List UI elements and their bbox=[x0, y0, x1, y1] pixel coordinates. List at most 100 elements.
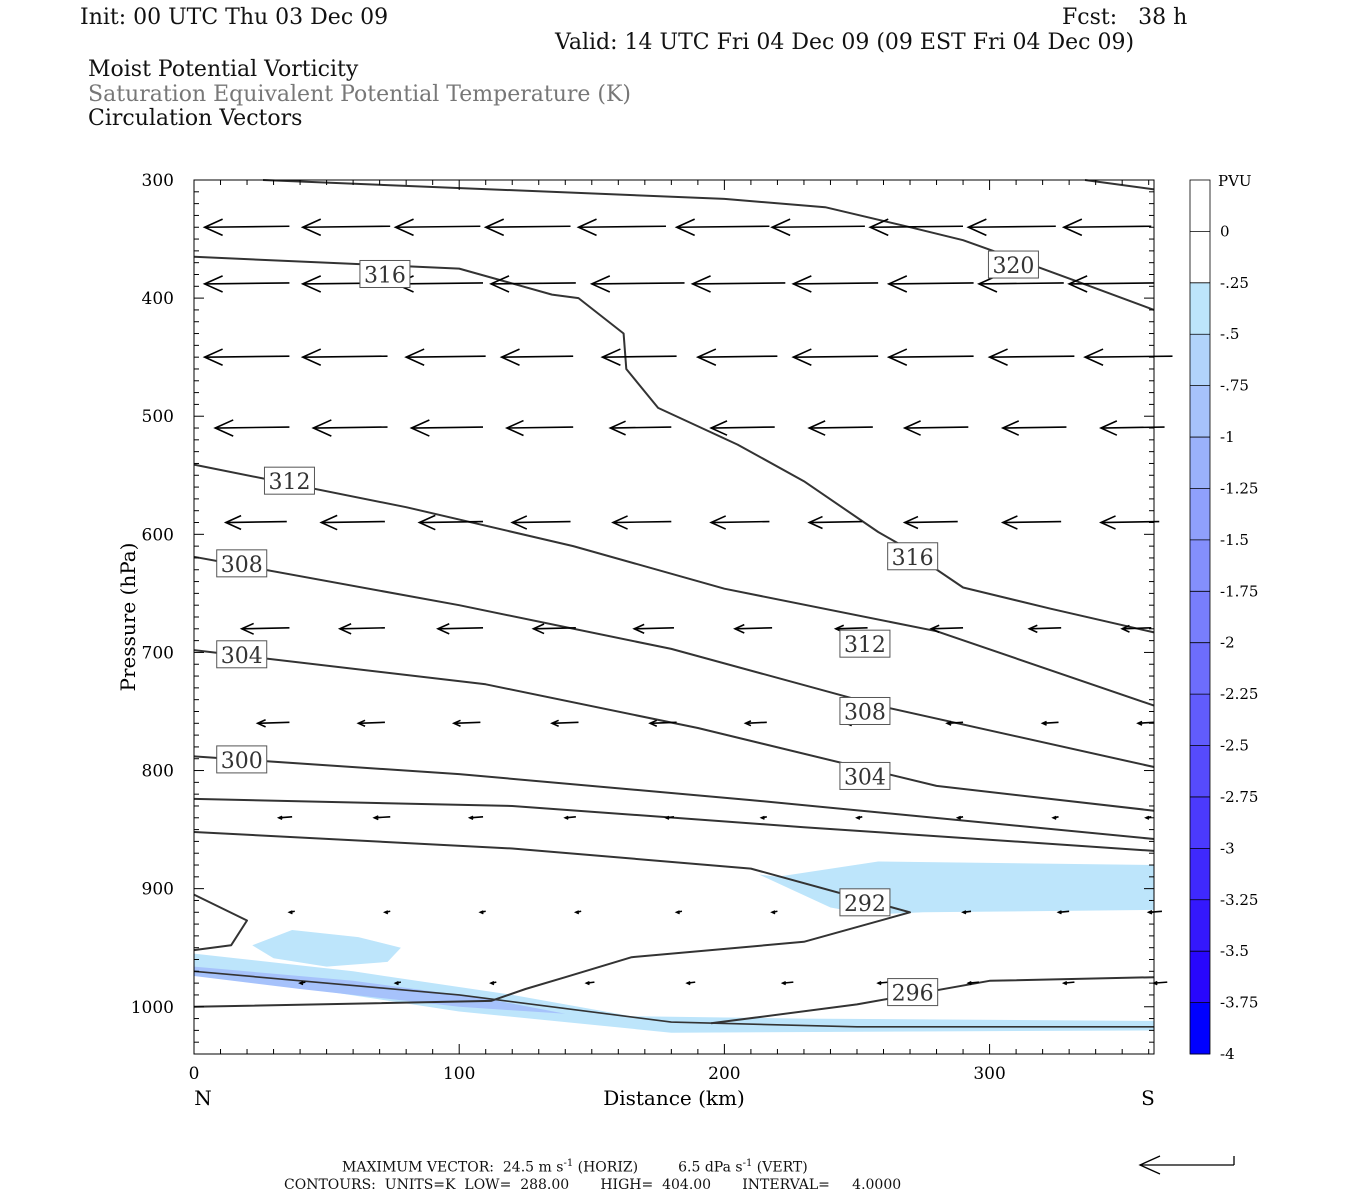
colorbar-label-9: -2.25 bbox=[1220, 685, 1258, 703]
vector-8-0 bbox=[287, 910, 295, 915]
vector-9-0 bbox=[298, 981, 306, 986]
vector-9-3 bbox=[584, 981, 595, 986]
vector-8-7 bbox=[961, 910, 972, 915]
contour-info-line: CONTOURS: UNITS=K LOW= 288.00 HIGH= 404.… bbox=[284, 1177, 902, 1193]
contour-304 bbox=[193, 649, 1155, 812]
vector-4-0 bbox=[223, 514, 287, 531]
max-vector-vert-unit: (VERT) bbox=[756, 1159, 808, 1176]
vector-3-5 bbox=[709, 420, 775, 436]
pv-region-3 bbox=[194, 966, 566, 1014]
vector-4-8 bbox=[1000, 515, 1062, 530]
vector-7-6 bbox=[855, 815, 863, 820]
contour-ground bbox=[193, 970, 1154, 1028]
colorbar-segment-7 bbox=[1190, 539, 1210, 592]
contour-label-4: 308 bbox=[216, 549, 268, 578]
contour-308 bbox=[193, 555, 1155, 768]
pv-shading-layer bbox=[194, 861, 1154, 1033]
colorbar-frame bbox=[1189, 179, 1211, 1055]
vector-0-4 bbox=[576, 218, 666, 237]
vector-8-3 bbox=[573, 910, 582, 915]
vector-7-8 bbox=[1051, 815, 1059, 820]
field-title-pv: Moist Potential Vorticity bbox=[88, 57, 359, 82]
vector-0-8 bbox=[966, 218, 1056, 237]
vector-6-2 bbox=[451, 719, 481, 728]
reference-vector-icon bbox=[1138, 1155, 1235, 1175]
colorbar-label-5: -1.25 bbox=[1220, 479, 1258, 497]
vector-6-9 bbox=[1136, 720, 1155, 726]
vector-9-6 bbox=[876, 981, 889, 986]
plot-frame bbox=[193, 179, 1155, 1055]
vector-6-3 bbox=[550, 719, 579, 728]
svg-text:312: 312 bbox=[268, 470, 310, 495]
vector-8-5 bbox=[770, 910, 778, 915]
colorbar-segment-3 bbox=[1190, 334, 1210, 387]
vector-2-8 bbox=[987, 348, 1075, 366]
contour-label-6: 304 bbox=[216, 640, 268, 669]
init-time: Init: 00 UTC Thu 03 Dec 09 bbox=[80, 5, 389, 30]
contour-label-9: 304 bbox=[839, 761, 891, 790]
colorbar-segment-13 bbox=[1190, 848, 1210, 901]
contour-label-0: 316 bbox=[359, 259, 411, 288]
contour-316 bbox=[193, 255, 1155, 634]
contour-label-10: 292 bbox=[839, 888, 891, 917]
vector-0-9 bbox=[1061, 218, 1152, 237]
colorbar-units: PVU bbox=[1218, 172, 1252, 190]
vector-2-1 bbox=[300, 348, 388, 366]
vector-3-8 bbox=[1000, 420, 1067, 436]
colorbar-segment-15 bbox=[1190, 951, 1210, 1004]
vector-5-1 bbox=[337, 623, 385, 635]
x-tick-label-0: 0 bbox=[189, 1064, 200, 1084]
vector-0-1 bbox=[300, 218, 391, 237]
svg-text:300: 300 bbox=[221, 749, 263, 774]
colorbar-label-6: -1.5 bbox=[1220, 531, 1249, 549]
svg-text:304: 304 bbox=[844, 765, 886, 790]
vector-8-2 bbox=[478, 910, 486, 915]
vector-9-8 bbox=[1061, 981, 1075, 986]
contour-label-1: 320 bbox=[987, 250, 1039, 279]
contour-292 bbox=[193, 831, 911, 1008]
contour-300 bbox=[193, 755, 1155, 840]
north-end-label: N bbox=[194, 1086, 212, 1110]
vector-7-2 bbox=[467, 815, 484, 821]
svg-text:312: 312 bbox=[844, 633, 886, 658]
vector-5-5 bbox=[733, 623, 773, 634]
x-axis-label: Distance (km) bbox=[603, 1086, 745, 1110]
vector-2-2 bbox=[404, 348, 486, 366]
svg-text:320: 320 bbox=[992, 254, 1034, 279]
colorbar-label-10: -2.5 bbox=[1220, 737, 1249, 755]
vector-3-9 bbox=[1099, 420, 1165, 436]
vector-6-0 bbox=[255, 718, 290, 728]
y-tick-label-300: 300 bbox=[142, 171, 174, 191]
colorbar-segment-1 bbox=[1190, 231, 1210, 284]
contour-label-2: 312 bbox=[263, 466, 315, 495]
y-tick-label-900: 900 bbox=[142, 880, 174, 900]
svg-text:296: 296 bbox=[892, 982, 934, 1007]
vector-9-5 bbox=[780, 981, 794, 986]
contour-label-8: 300 bbox=[216, 745, 268, 774]
vector-7-4 bbox=[664, 815, 675, 820]
vector-7-5 bbox=[759, 815, 767, 820]
colorbar-segment-16 bbox=[1190, 1002, 1210, 1055]
x-tick-label-300: 300 bbox=[973, 1064, 1005, 1084]
colorbar-label-8: -2 bbox=[1220, 634, 1235, 652]
vector-3-2 bbox=[409, 419, 484, 437]
vector-5-3 bbox=[531, 623, 576, 635]
colorbar-label-4: -1 bbox=[1220, 428, 1235, 446]
vector-5-4 bbox=[632, 623, 674, 635]
contour-label-7: 308 bbox=[839, 696, 891, 725]
max-vector-vert: 6.5 dPa s bbox=[678, 1159, 743, 1176]
colorbar-segment-10 bbox=[1190, 694, 1210, 747]
vector-4-7 bbox=[902, 515, 958, 530]
colorbar-label-3: -.75 bbox=[1220, 377, 1249, 395]
vector-0-3 bbox=[483, 218, 571, 237]
pv-region-1 bbox=[252, 930, 401, 967]
x-tick-label-100: 100 bbox=[443, 1064, 475, 1084]
vector-8-4 bbox=[674, 910, 683, 915]
contour-label-3: 316 bbox=[887, 542, 939, 571]
vector-0-5 bbox=[674, 218, 770, 237]
contour-upper-right bbox=[1084, 179, 1155, 191]
vector-1-6 bbox=[791, 275, 879, 293]
contour-320 bbox=[262, 179, 1155, 311]
vector-3-4 bbox=[608, 420, 672, 436]
svg-text:308: 308 bbox=[844, 700, 886, 725]
